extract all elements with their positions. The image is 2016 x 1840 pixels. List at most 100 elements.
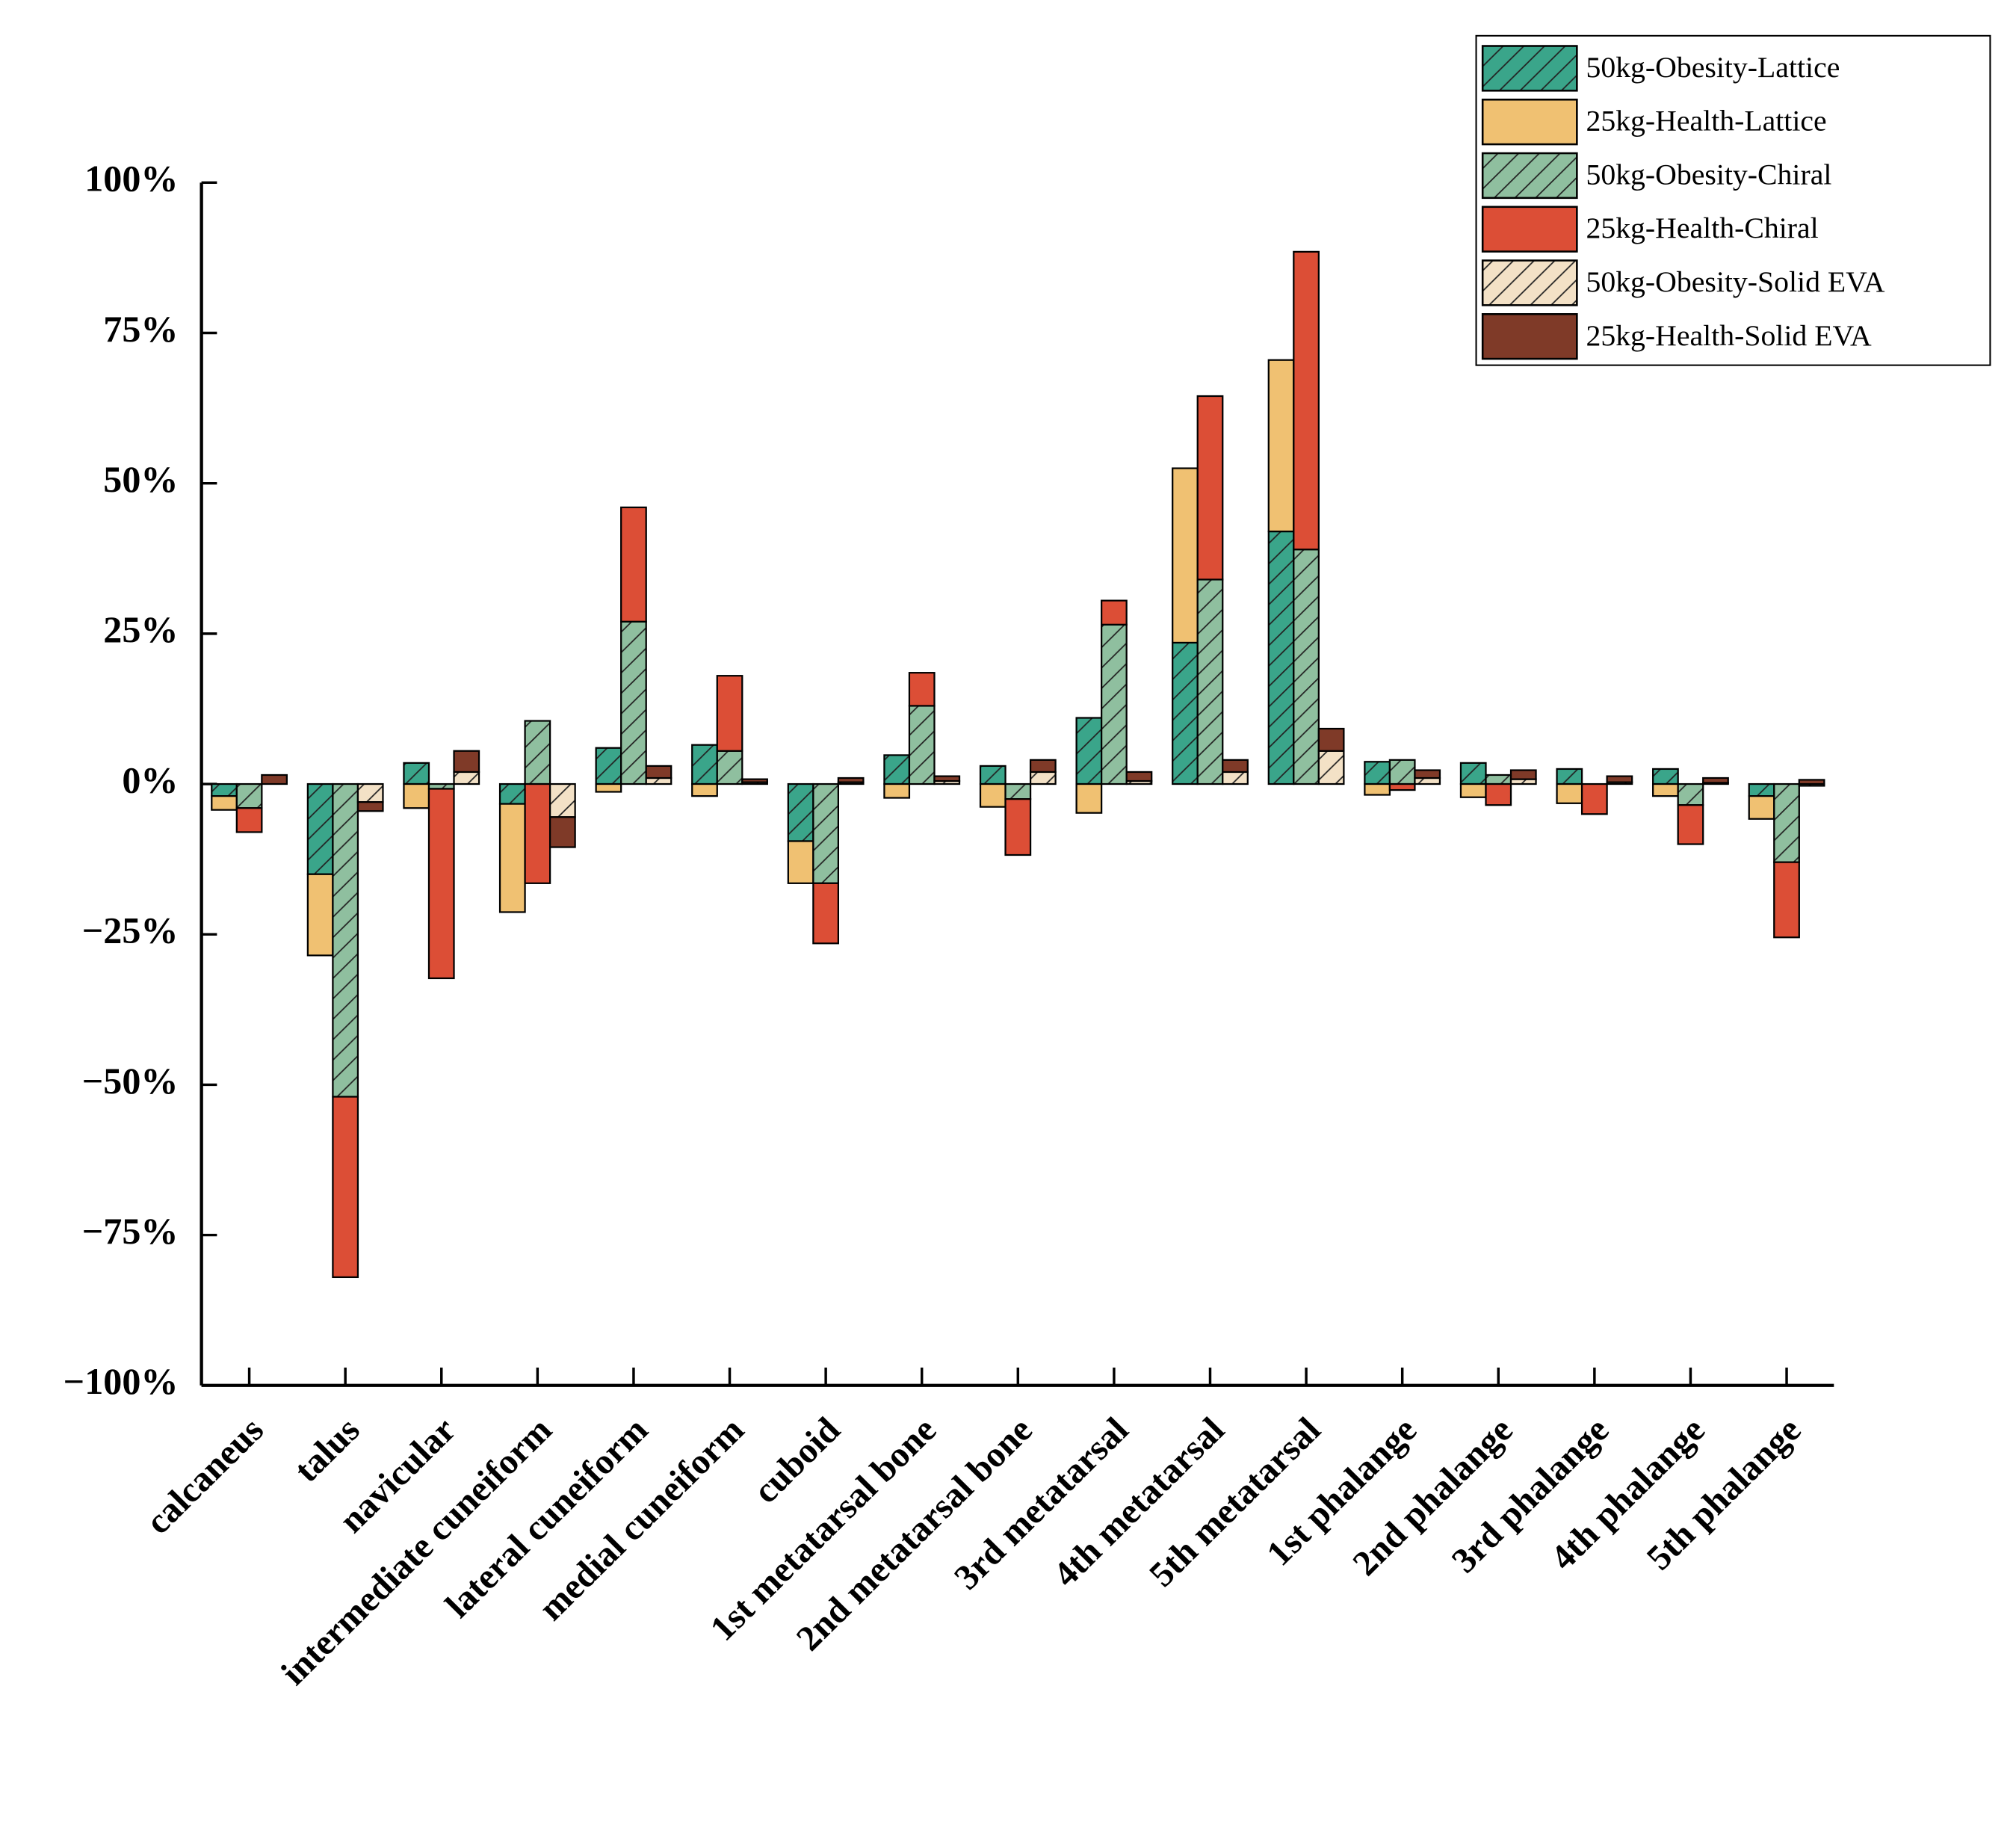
x-tick-label: 5th metatarsal — [1142, 1410, 1329, 1595]
bar — [1509, 769, 1537, 780]
bar — [211, 782, 238, 797]
bar — [332, 1096, 359, 1279]
bar — [620, 620, 647, 785]
bar — [645, 765, 672, 779]
bar — [1388, 759, 1416, 785]
y-tick-label: 100% — [84, 158, 178, 200]
bar — [620, 506, 647, 623]
bar — [332, 782, 359, 1098]
bar — [498, 803, 526, 913]
bar — [1267, 530, 1295, 785]
bar — [979, 765, 1007, 785]
legend-swatch — [1481, 45, 1578, 92]
bar — [1459, 782, 1487, 798]
bar — [1773, 782, 1800, 863]
bar — [427, 788, 455, 980]
legend-swatch — [1481, 98, 1578, 146]
bar — [1172, 467, 1199, 644]
bar — [812, 782, 840, 884]
x-tick-label: talus — [287, 1410, 368, 1490]
bar — [1317, 750, 1345, 785]
bar — [595, 782, 622, 793]
bar — [787, 782, 814, 842]
bar — [1798, 779, 1825, 785]
bar — [933, 775, 961, 782]
bar — [1222, 771, 1249, 785]
bar — [908, 705, 936, 785]
bar — [691, 782, 718, 797]
bar — [1677, 804, 1704, 845]
bar — [1317, 727, 1345, 752]
bar — [1773, 861, 1800, 939]
bar — [1222, 759, 1249, 774]
bar — [261, 774, 288, 785]
bar — [716, 750, 743, 785]
y-tick-label: 75% — [103, 309, 178, 350]
bar — [235, 807, 263, 833]
bar — [1125, 771, 1153, 782]
bar — [883, 754, 911, 785]
bar — [1485, 774, 1512, 785]
bar — [1364, 761, 1391, 785]
bar — [1364, 782, 1391, 796]
bar — [1414, 769, 1441, 779]
legend-label: 50kg-Obesity-Chiral — [1586, 158, 1831, 191]
bar — [1172, 641, 1199, 785]
bar — [716, 675, 743, 752]
x-tick-label: calcaneus — [138, 1410, 271, 1542]
x-tick-label: 3rd metatarsal — [947, 1410, 1136, 1597]
bar — [1196, 395, 1224, 581]
legend-swatch — [1481, 313, 1578, 360]
bar — [1580, 782, 1608, 815]
bar — [837, 777, 865, 783]
bar — [1677, 782, 1704, 806]
legend-label: 25kg-Health-Lattice — [1586, 105, 1826, 138]
bar — [1459, 762, 1487, 785]
legend-label: 25kg-Health-Solid EVA — [1586, 319, 1872, 352]
bar — [1004, 782, 1032, 800]
bar — [1485, 782, 1512, 806]
legend-swatch — [1481, 152, 1578, 200]
bar — [453, 771, 480, 785]
bar — [235, 782, 263, 809]
bar — [1196, 578, 1224, 785]
bar — [1029, 771, 1057, 785]
legend-label: 50kg-Obesity-Solid EVA — [1586, 265, 1884, 298]
bar — [1652, 768, 1679, 785]
bar — [1075, 782, 1103, 814]
bar — [979, 782, 1007, 808]
bar — [548, 782, 576, 818]
bar — [812, 882, 840, 945]
bar — [645, 777, 672, 785]
bar — [524, 782, 551, 884]
bar — [453, 750, 480, 774]
bar — [1748, 782, 1775, 797]
bar — [741, 778, 768, 783]
bar — [548, 816, 576, 848]
bar — [1414, 777, 1441, 785]
bar — [306, 873, 334, 957]
bar — [356, 801, 384, 812]
bar — [356, 782, 384, 803]
bar — [403, 782, 430, 809]
bar — [1388, 782, 1416, 791]
bar — [1293, 250, 1320, 551]
bar — [403, 762, 430, 785]
y-tick-label: −100% — [64, 1361, 179, 1402]
bar — [211, 795, 238, 811]
bar — [1029, 759, 1057, 774]
bar — [883, 782, 911, 799]
bar — [1004, 798, 1032, 856]
bar — [1267, 359, 1295, 533]
legend-swatch — [1481, 206, 1578, 253]
y-tick-label: 25% — [103, 609, 178, 650]
y-tick-label: 50% — [103, 459, 178, 500]
bar — [306, 782, 334, 875]
bar — [1748, 795, 1775, 820]
bar — [787, 840, 814, 884]
bar — [1652, 782, 1679, 797]
bar — [1702, 777, 1729, 784]
bar — [908, 672, 936, 707]
y-tick-label: 0% — [122, 760, 178, 801]
legend-label: 25kg-Health-Chiral — [1586, 212, 1818, 244]
